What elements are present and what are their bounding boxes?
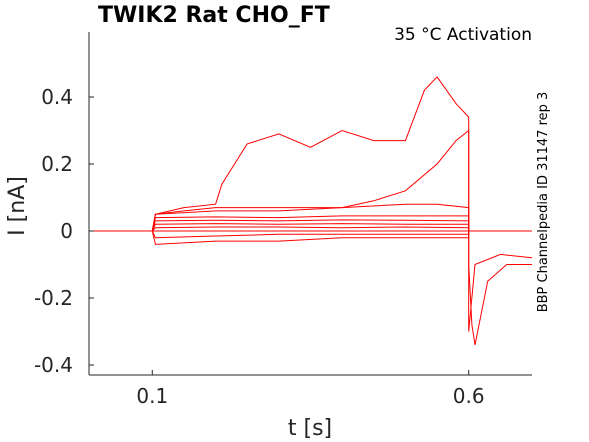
series-line-6 [89, 219, 532, 232]
series-line-10 [89, 76, 532, 345]
x-axis-label: t [s] [288, 416, 332, 441]
series-line-9 [89, 129, 533, 332]
side-label: BBP Channelpedia ID 31147 rep 3 [536, 92, 551, 313]
y-tick-label: 0.4 [41, 85, 73, 109]
axis-ticks: 0.1 0.6 0.4 0.2 0 -0.2 -0.4 [34, 85, 485, 408]
y-axis-label: I [nA] [5, 176, 30, 236]
series-line-4 [89, 226, 532, 232]
x-tick-label: 0.6 [453, 384, 485, 408]
series-line-2 [89, 230, 532, 239]
y-tick-label: 0 [60, 219, 73, 243]
plot-series [89, 76, 533, 345]
x-tick-label: 0.1 [136, 384, 168, 408]
chart-title: TWIK2 Rat CHO_FT [98, 3, 330, 28]
y-tick-label: -0.2 [34, 286, 73, 310]
chart-subtitle: 35 °C Activation [394, 25, 532, 45]
y-tick-label: -0.4 [34, 353, 73, 377]
y-tick-label: 0.2 [41, 152, 73, 176]
